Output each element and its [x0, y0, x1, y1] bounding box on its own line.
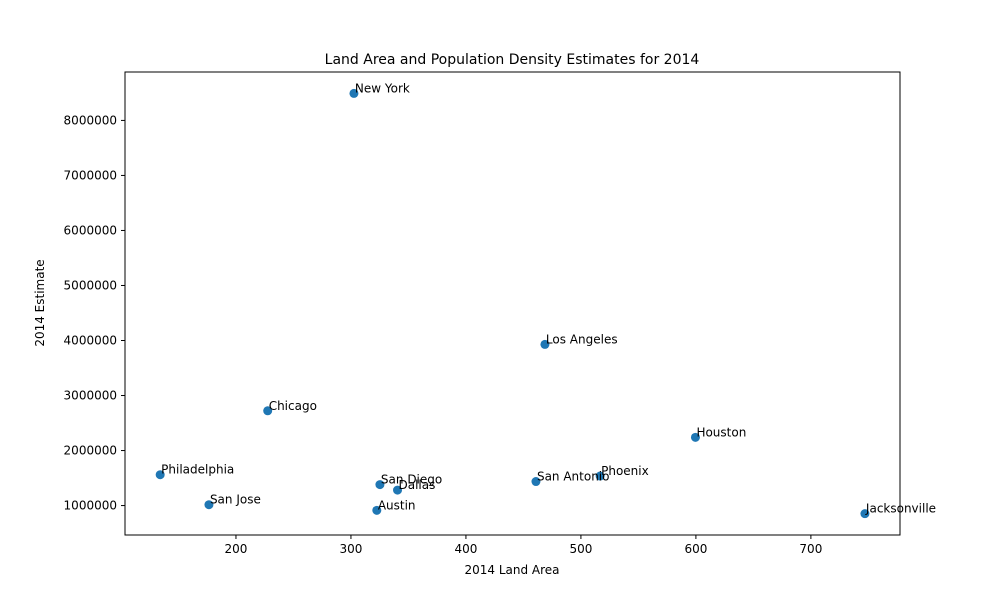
- x-tick-label: 200: [225, 542, 248, 556]
- x-tick-label: 400: [454, 542, 477, 556]
- data-point: [531, 477, 541, 487]
- plot-area: 200 300 400 500 600 700 1000000 2000000 3000000…: [64, 71, 936, 556]
- y-axis-label: 2014 Estimate: [33, 259, 47, 346]
- point-label: New York: [355, 81, 410, 95]
- y-tick-label: 5000000: [64, 278, 117, 292]
- point-label: Los Angeles: [546, 332, 618, 346]
- y-tick-label: 1000000: [64, 499, 117, 513]
- x-tick-label: 300: [339, 542, 362, 556]
- point-label: Phoenix: [601, 464, 649, 478]
- x-tick-label: 500: [569, 542, 592, 556]
- data-point: [349, 88, 359, 98]
- y-tick-label: 6000000: [64, 223, 117, 237]
- x-tick-label: 700: [799, 542, 822, 556]
- point-label: Austin: [378, 498, 416, 512]
- data-point: [860, 509, 870, 519]
- chart-title: Land Area and Population Density Estimat…: [325, 52, 700, 68]
- data-point: [372, 505, 382, 515]
- point-label: Chicago: [269, 399, 317, 413]
- data-point: [375, 480, 385, 490]
- data-point: [690, 432, 700, 442]
- y-tick-label: 3000000: [64, 389, 117, 403]
- point-label: Philadelphia: [161, 463, 234, 477]
- data-point: [393, 485, 403, 495]
- point-label: Houston: [696, 425, 746, 439]
- x-axis-label: 2014 Land Area: [464, 563, 559, 577]
- point-label: San Diego: [381, 473, 442, 487]
- data-point: [540, 339, 550, 349]
- data-points: [155, 88, 870, 519]
- x-tick-label: 600: [684, 542, 707, 556]
- y-tick-label: 7000000: [64, 168, 117, 182]
- point-label: San Jose: [210, 493, 261, 507]
- plot-frame: [124, 71, 901, 536]
- point-label: Jacksonville: [865, 502, 936, 516]
- y-tick-label: 4000000: [64, 334, 117, 348]
- data-point: [263, 406, 273, 416]
- y-axis-ticks: 1000000 2000000 3000000 4000000 5000000 60000…: [64, 113, 125, 513]
- x-axis-ticks: 200 300 400 500 600 700: [225, 535, 822, 556]
- data-point: [155, 470, 165, 480]
- y-tick-label: 2000000: [64, 444, 117, 458]
- point-label: Dallas: [399, 478, 436, 492]
- point-labels: New York Los Angeles Chicago Houston Philade…: [161, 81, 936, 515]
- data-point: [204, 500, 214, 510]
- point-label: San Antonio: [537, 470, 610, 484]
- y-tick-label: 8000000: [64, 113, 117, 127]
- data-point: [595, 471, 605, 481]
